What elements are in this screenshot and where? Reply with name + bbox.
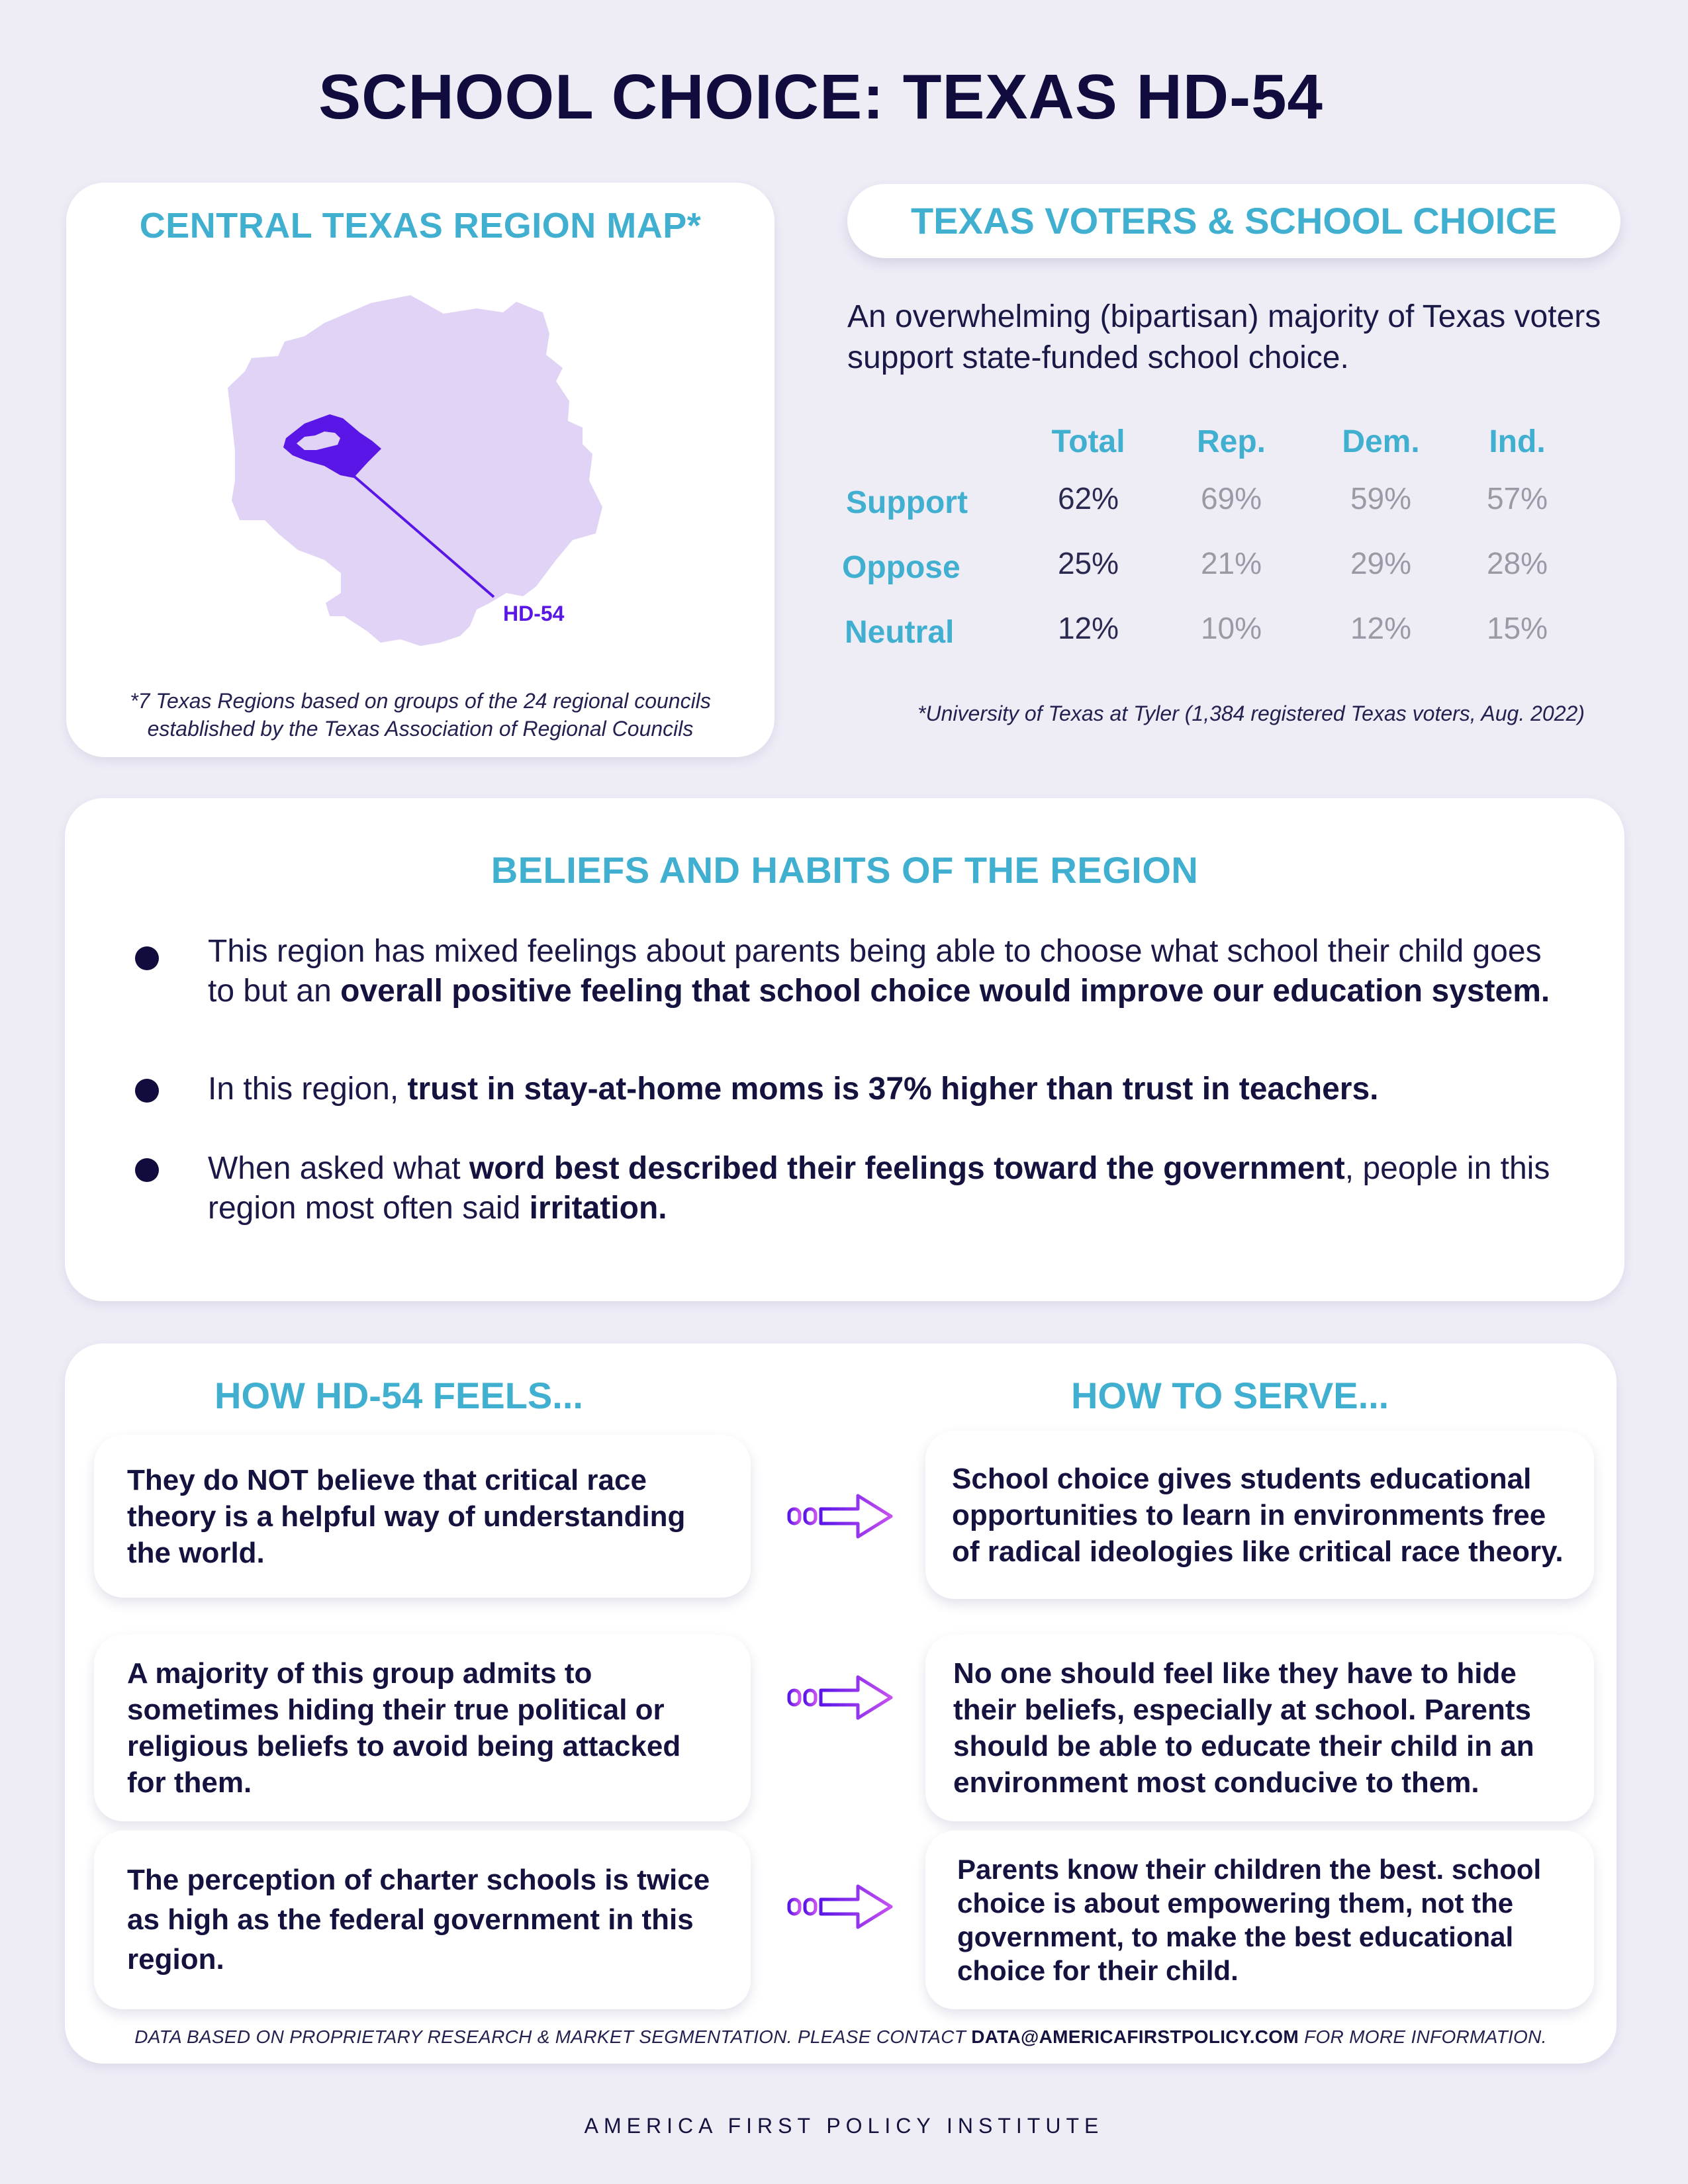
cell-support-dem: 59% (1350, 481, 1412, 516)
belief-2-emphasis: trust in stay-at-home moms is 37% higher… (407, 1071, 1379, 1107)
column-header-rep: Rep. (1196, 424, 1266, 459)
cell-support-total: 62% (1057, 481, 1119, 516)
feel-text-3: The perception of charter schools is twi… (127, 1864, 710, 1976)
survey-intro: An overwhelming (bipartisan) majority of… (847, 299, 1601, 375)
beliefs-card: BELIEFS AND HABITS OF THE REGION This re… (65, 798, 1624, 1301)
page-title: SCHOOL CHOICE: TEXAS HD-54 (318, 62, 1323, 132)
belief-3-emphasis-b: irritation. (529, 1191, 667, 1226)
serve-text-2: No one should feel like they have to hid… (953, 1657, 1534, 1799)
cell-support-rep: 69% (1200, 481, 1262, 516)
cell-neutral-total: 12% (1057, 611, 1119, 645)
central-texas-region-shape (228, 295, 602, 646)
serve-box-3: Parents know their children the best. sc… (925, 1831, 1594, 2009)
belief-1-emphasis: overall positive feeling that school cho… (340, 974, 1550, 1009)
feel-box-2: A majority of this group admits to somet… (94, 1635, 751, 1821)
beliefs-heading: BELIEFS AND HABITS OF THE REGION (491, 849, 1199, 891)
feels-serve-card: HOW HD-54 FEELS... HOW TO SERVE... They … (65, 1343, 1617, 2064)
cell-neutral-dem: 12% (1350, 611, 1412, 645)
belief-2-text: In this region, (208, 1071, 408, 1107)
row-label-oppose: Oppose (842, 550, 961, 585)
arrow-icon (787, 1675, 893, 1720)
data-disclaimer: DATA BASED ON PROPRIETARY RESEARCH & MAR… (65, 2026, 1617, 2048)
row-label-neutral: Neutral (845, 615, 955, 650)
belief-3-text-b: , people in this region most often said (208, 1151, 1550, 1226)
cell-oppose-rep: 21% (1200, 546, 1262, 580)
serve-box-2: No one should feel like they have to hid… (925, 1635, 1594, 1821)
contact-email-link[interactable]: DATA@AMERICAFIRSTPOLICY.COM (971, 2026, 1299, 2047)
belief-1: This region has mixed feelings about par… (208, 932, 1558, 1011)
brand-name: AMERICA FIRST POLICY INSTITUTE (584, 2114, 1104, 2138)
map-footnote-line-1: *7 Texas Regions based on groups of the … (130, 689, 711, 713)
column-header-dem: Dem. (1342, 424, 1420, 459)
bullet-dot-3 (135, 1158, 159, 1182)
belief-3-text-a: When asked what (208, 1151, 469, 1186)
cell-oppose-ind: 28% (1486, 546, 1548, 580)
central-texas-map: HD-54 (228, 295, 602, 646)
serve-box-1: School choice gives students educational… (925, 1431, 1594, 1599)
district-pointer-line (347, 470, 495, 598)
feel-box-3: The perception of charter schools is twi… (94, 1831, 751, 2009)
serve-text-1: School choice gives students educational… (952, 1462, 1564, 1568)
belief-3-emphasis-a: word best described their feelings towar… (469, 1151, 1345, 1186)
cell-neutral-ind: 15% (1486, 611, 1548, 645)
belief-2: In this region, trust in stay-at-home mo… (208, 1069, 1558, 1109)
cell-neutral-rep: 10% (1200, 611, 1262, 645)
map-heading: CENTRAL TEXAS REGION MAP* (139, 206, 702, 246)
hd-54-district-interior (297, 432, 340, 450)
row-label-support: Support (846, 485, 968, 520)
map-footnote: *7 Texas Regions based on groups of the … (66, 687, 774, 743)
column-header-ind: Ind. (1489, 424, 1546, 459)
arrow-icon (787, 1884, 893, 1929)
bullet-dot-2 (135, 1079, 159, 1103)
bullet-dot-1 (135, 946, 159, 970)
feel-text-2: A majority of this group admits to somet… (127, 1657, 681, 1799)
serve-heading: HOW TO SERVE... (1071, 1375, 1389, 1416)
feels-heading: HOW HD-54 FEELS... (214, 1375, 583, 1416)
cell-oppose-total: 25% (1057, 546, 1119, 580)
district-label: HD-54 (503, 602, 565, 625)
survey-source: *University of Texas at Tyler (1,384 reg… (917, 702, 1585, 725)
region-map-card: CENTRAL TEXAS REGION MAP* HD-54 *7 Texas… (66, 183, 774, 757)
feel-text-1: They do NOT believe that critical race t… (127, 1463, 686, 1569)
belief-1-text: This region has mixed feelings about par… (208, 934, 1542, 1009)
disclaimer-text-a: DATA BASED ON PROPRIETARY RESEARCH & MAR… (134, 2026, 972, 2047)
disclaimer-text-b: FOR MORE INFORMATION. (1299, 2026, 1547, 2047)
map-footnote-line-2: established by the Texas Association of … (147, 717, 694, 741)
belief-3: When asked what word best described thei… (208, 1149, 1558, 1228)
arrow-icon (787, 1494, 893, 1539)
feel-box-1: They do NOT believe that critical race t… (94, 1435, 751, 1598)
survey-heading: TEXAS VOTERS & SCHOOL CHOICE (847, 184, 1620, 258)
column-header-total: Total (1051, 424, 1125, 459)
cell-support-ind: 57% (1486, 481, 1548, 516)
serve-text-3: Parents know their children the best. sc… (957, 1854, 1542, 1986)
cell-oppose-dem: 29% (1350, 546, 1412, 580)
